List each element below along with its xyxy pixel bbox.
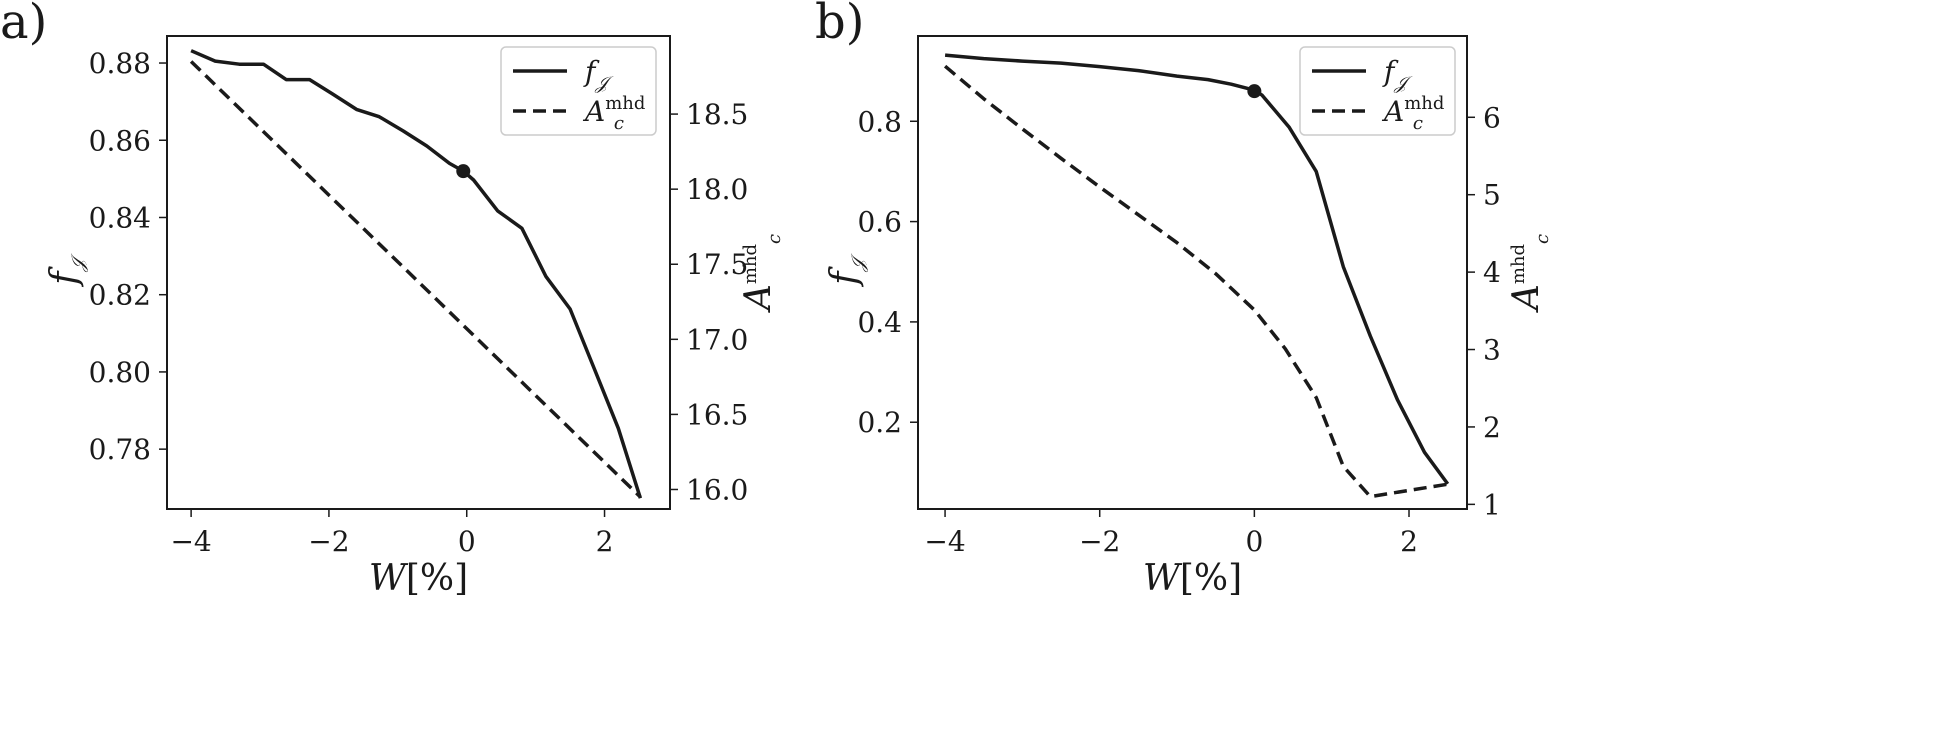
legend-box bbox=[500, 46, 657, 136]
y2-tick-label: 17.5 bbox=[686, 248, 748, 281]
x-tick-label: −4 bbox=[924, 525, 965, 558]
panel-label: a) bbox=[0, 0, 47, 50]
x-tick-label: 0 bbox=[458, 525, 476, 558]
y-tick-label: 0.80 bbox=[89, 356, 151, 389]
y2-tick-label: 1 bbox=[1483, 488, 1501, 521]
panel-label: b) bbox=[815, 0, 864, 50]
x-axis-label: W[%] bbox=[1143, 558, 1242, 599]
y-tick-label: 0.8 bbox=[857, 105, 902, 138]
y-axis-label: f𝒥 bbox=[44, 253, 89, 288]
y2-tick-label: 16.5 bbox=[686, 398, 748, 431]
y2-tick-label: 18.0 bbox=[686, 173, 748, 206]
x-axis-label: W[%] bbox=[369, 558, 468, 599]
y2-tick-label: 18.5 bbox=[686, 98, 748, 131]
axes-frame bbox=[166, 35, 671, 510]
y-tick-label: 0.4 bbox=[857, 306, 902, 339]
y2-tick-label: 5 bbox=[1483, 179, 1501, 212]
panel-b: b)−4 −2 0 20.20.40.60.8123456W[%]f𝒥Amhdcf𝒥A… bbox=[815, 0, 1553, 599]
legend-label: Amhd c bbox=[582, 93, 645, 134]
marker-point bbox=[1247, 84, 1262, 99]
y-tick-label: 0.82 bbox=[89, 279, 151, 312]
x-tick-label: −2 bbox=[308, 525, 349, 558]
series-line-solid bbox=[944, 53, 1450, 485]
y-tick-label: 0.6 bbox=[857, 206, 902, 239]
marker-point bbox=[456, 164, 471, 179]
x-tick-label: 0 bbox=[1245, 525, 1263, 558]
y2-tick-label: 4 bbox=[1483, 256, 1501, 289]
y2-tick-label: 6 bbox=[1483, 101, 1501, 134]
y-tick-label: 0.78 bbox=[89, 433, 151, 466]
x-tick-label: −2 bbox=[1079, 525, 1120, 558]
y2-tick-label: 3 bbox=[1483, 334, 1501, 367]
y2-axis-label: Amhdc bbox=[738, 234, 785, 313]
panel-a: a) −4 −2 0 2 0.78 0.80 0.82 0.84 0.86 0.88 16.0 16.5… bbox=[0, 0, 785, 599]
series-line-dashed bbox=[943, 64, 1448, 499]
y-tick-label: 0.88 bbox=[89, 47, 151, 80]
legend-box bbox=[1299, 46, 1456, 136]
y2-tick-label: 2 bbox=[1483, 411, 1501, 444]
x-tick-label: 2 bbox=[596, 525, 614, 558]
series-line-solid bbox=[190, 49, 643, 499]
y-tick-label: 0.84 bbox=[89, 201, 151, 234]
y-axis-label: f𝒥 bbox=[824, 253, 869, 288]
series-line-dashed bbox=[189, 60, 642, 499]
y2-tick-label: 16.0 bbox=[686, 473, 748, 506]
legend-label: Amhd c bbox=[1381, 93, 1444, 134]
y-tick-label: 0.86 bbox=[89, 124, 151, 157]
y2-axis-label: Amhdc bbox=[1506, 234, 1553, 313]
y2-tick-label: 17.0 bbox=[686, 323, 748, 356]
x-tick-label: 2 bbox=[1400, 525, 1418, 558]
x-tick-label: −4 bbox=[170, 525, 211, 558]
y-tick-label: 0.2 bbox=[857, 406, 902, 439]
